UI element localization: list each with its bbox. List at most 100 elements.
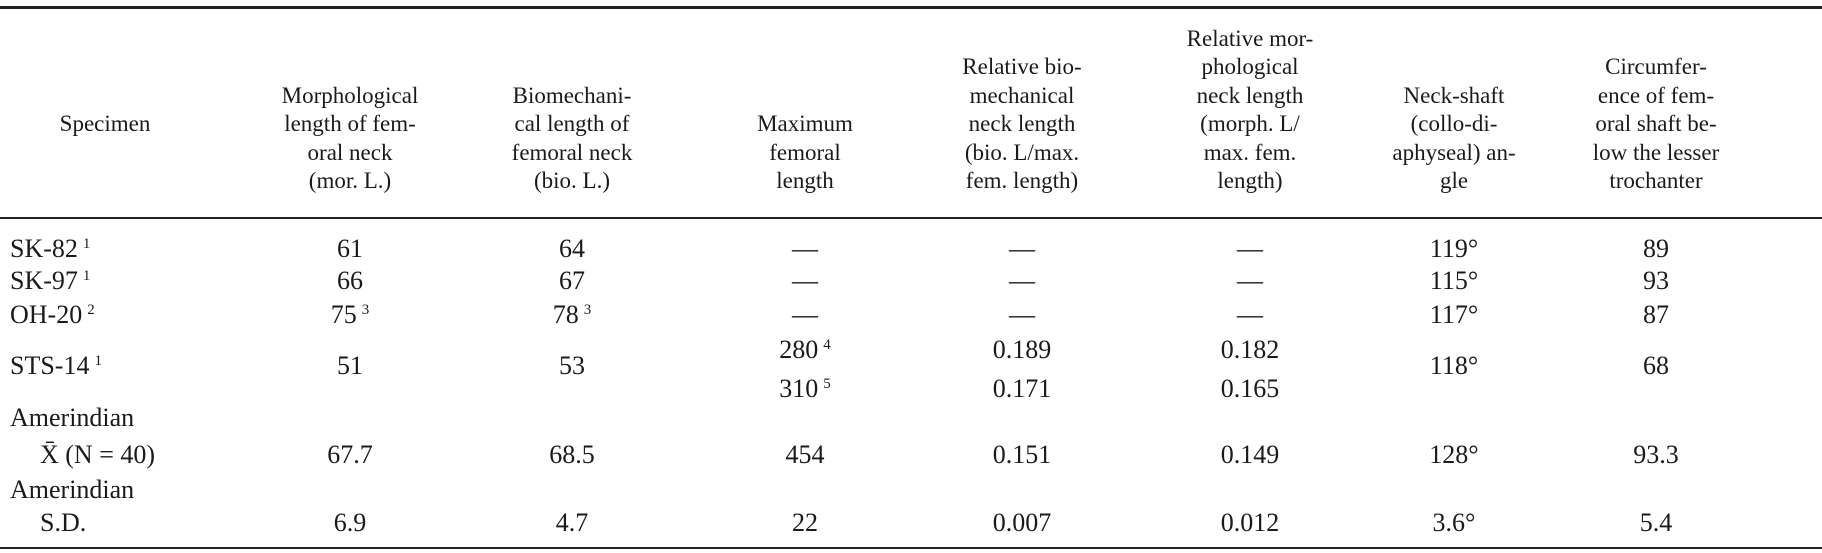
cell: 0.165 [1220, 374, 1280, 403]
cell: 67.7 [327, 440, 373, 469]
cell: 119° [1429, 234, 1479, 263]
cell: 0.189 [992, 335, 1052, 364]
column-header: mechanical [969, 82, 1075, 108]
column-header: Relative bio- [962, 54, 1082, 79]
cell-text: OH-20 [10, 300, 83, 329]
cell: — [1237, 300, 1263, 329]
column-header: cal length of [514, 111, 630, 136]
cell: 75 3 [331, 300, 370, 330]
cell: 118° [1429, 351, 1479, 380]
cell: 0.149 [1220, 440, 1280, 469]
row-label: SK-97 1 [10, 266, 90, 296]
column-header: oral shaft be- [1595, 111, 1717, 136]
cell-text: 78 [552, 300, 579, 329]
cell: 117° [1429, 300, 1479, 329]
row-label: STS-14 1 [10, 351, 102, 381]
cell: — [1237, 234, 1263, 263]
cell: 51 [337, 351, 363, 380]
column-header: (mor. L.) [308, 168, 392, 193]
column-header: trochanter [1609, 168, 1703, 193]
row-label: X̄ (N = 40) [40, 440, 156, 469]
cell: — [792, 300, 818, 329]
column-header: Morphological [281, 82, 419, 108]
column-header: femoral [769, 139, 841, 165]
column-header: Specimen [59, 111, 151, 136]
footnote-mark: 1 [82, 268, 91, 284]
column-header: (collo-di- [1410, 111, 1498, 136]
column-header: neck length [968, 111, 1076, 136]
cell: 93.3 [1633, 440, 1679, 469]
cell: 66 [337, 266, 363, 295]
column-header: (bio. L.) [533, 168, 611, 193]
cell: 0.012 [1220, 508, 1280, 537]
cell: — [1009, 266, 1035, 295]
column-header: neck length [1196, 82, 1304, 108]
top-rule [0, 6, 1822, 9]
cell: 115° [1429, 266, 1479, 295]
cell: 3.6° [1432, 508, 1476, 537]
cell: 22 [792, 508, 818, 537]
column-header: Neck-shaft [1403, 82, 1505, 108]
cell: 53 [559, 351, 585, 380]
cell: 128° [1429, 440, 1479, 469]
cell: 93 [1643, 266, 1669, 295]
column-header: length [776, 168, 834, 193]
cell: — [1009, 300, 1035, 329]
column-header: length of fem- [284, 111, 416, 136]
footnote-mark: 5 [823, 376, 831, 392]
column-header: (morph. L/ [1200, 111, 1300, 136]
column-header: ence of fem- [1597, 82, 1715, 108]
cell: 310 5 [779, 374, 831, 404]
cell: 89 [1643, 234, 1669, 263]
cell: 67 [559, 266, 585, 295]
column-header: (bio. L/max. [964, 139, 1080, 165]
column-header: gle [1439, 168, 1469, 193]
cell: 0.171 [992, 374, 1052, 403]
row-label: Amerindian [10, 403, 135, 432]
footnote-mark: 3 [361, 302, 370, 318]
cell: 0.007 [992, 508, 1052, 537]
cell: 454 [785, 440, 825, 469]
cell: 0.151 [992, 440, 1052, 469]
column-header: Maximum [757, 111, 853, 136]
cell-text: 75 [330, 300, 357, 329]
cell: — [1237, 266, 1263, 295]
cell: 4.7 [555, 508, 589, 537]
row-label: OH-20 2 [10, 300, 95, 330]
footnote-mark: 3 [583, 302, 592, 318]
cell: — [792, 234, 818, 263]
row-label: SK-82 1 [10, 234, 90, 264]
cell-text: STS-14 [10, 351, 90, 380]
column-header: length) [1217, 168, 1283, 193]
row-label: Amerindian [10, 475, 135, 504]
cell-text: 310 [779, 374, 819, 403]
cell: 68.5 [549, 440, 595, 469]
cell: 5.4 [1639, 508, 1673, 537]
footnote-mark: 1 [94, 353, 102, 369]
cell: 87 [1643, 300, 1669, 329]
column-header: femoral neck [511, 139, 633, 165]
column-header: Circumfer- [1605, 54, 1707, 79]
cell: — [1009, 234, 1035, 263]
cell: 64 [559, 234, 585, 263]
row-label: S.D. [40, 508, 87, 537]
cell: 280 4 [779, 335, 831, 365]
cell: 68 [1643, 351, 1669, 380]
column-header: Relative mor- [1186, 25, 1314, 51]
cell-text: 280 [779, 335, 819, 364]
cell-text: SK-97 [10, 266, 78, 295]
bottom-rule [0, 547, 1822, 549]
column-header: aphyseal) an- [1392, 139, 1516, 165]
header-rule [0, 217, 1822, 219]
footnote-mark: 4 [823, 337, 831, 353]
column-header: max. fem. [1203, 139, 1297, 165]
cell: 0.182 [1220, 335, 1280, 364]
column-header: oral neck [307, 139, 393, 165]
cell-text: SK-82 [10, 234, 78, 263]
cell: 78 3 [553, 300, 592, 330]
column-header: Biomechani- [512, 82, 632, 108]
footnote-mark: 1 [82, 236, 91, 252]
column-header: fem. length) [965, 168, 1079, 193]
column-header: low the lesser [1592, 139, 1720, 165]
